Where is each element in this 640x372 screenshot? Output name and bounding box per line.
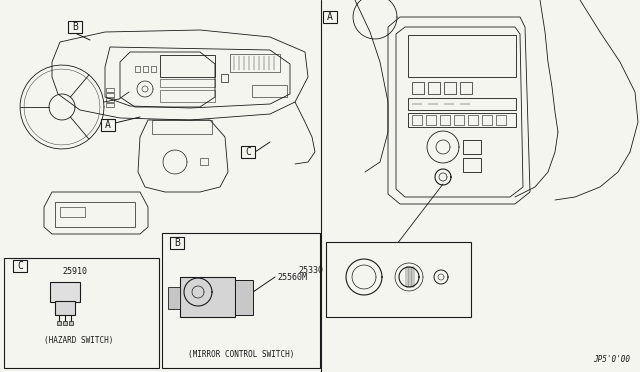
Text: 25910: 25910	[63, 267, 88, 276]
Bar	[152, 120, 212, 134]
Bar	[463, 158, 481, 172]
Text: (HAZARD SWITCH): (HAZARD SWITCH)	[44, 336, 114, 344]
Text: B: B	[72, 22, 78, 32]
Bar	[160, 79, 215, 87]
Bar	[151, 66, 156, 72]
Bar	[170, 237, 184, 249]
Bar	[221, 74, 228, 82]
Bar	[200, 158, 208, 165]
Text: 25330: 25330	[298, 266, 323, 275]
Bar	[323, 11, 337, 23]
Bar	[4, 258, 159, 368]
Text: C: C	[17, 261, 23, 271]
Bar	[482, 115, 492, 125]
Bar	[496, 115, 506, 125]
Bar	[143, 66, 148, 72]
Text: 25560M: 25560M	[277, 273, 307, 282]
Bar	[101, 119, 115, 131]
Text: C: C	[245, 147, 251, 157]
Bar	[412, 82, 424, 94]
Text: B: B	[174, 238, 180, 248]
Bar	[106, 88, 114, 92]
Bar	[428, 82, 440, 94]
Bar	[454, 115, 464, 125]
Bar	[230, 54, 280, 72]
Text: (CIGARETTE LIGHTER): (CIGARETTE LIGHTER)	[349, 302, 437, 311]
Bar	[241, 146, 255, 158]
Bar	[106, 103, 114, 107]
Bar	[57, 321, 61, 325]
Bar	[13, 260, 27, 272]
Bar	[63, 321, 67, 325]
Bar	[408, 98, 516, 110]
Text: 25339: 25339	[404, 246, 429, 255]
Bar	[50, 282, 80, 302]
Bar	[326, 242, 471, 317]
Bar	[408, 113, 516, 127]
Bar	[440, 115, 450, 125]
Bar	[55, 202, 135, 227]
Bar	[180, 277, 235, 317]
Bar	[412, 267, 414, 287]
Bar	[409, 267, 411, 287]
Bar	[444, 82, 456, 94]
Bar	[55, 301, 75, 315]
Bar	[463, 140, 481, 154]
Bar	[69, 321, 73, 325]
Bar	[426, 115, 436, 125]
Text: 25330A: 25330A	[389, 294, 419, 303]
Bar	[408, 35, 516, 77]
Bar	[160, 55, 215, 77]
Text: A: A	[327, 12, 333, 22]
Bar	[460, 82, 472, 94]
Bar	[168, 287, 180, 309]
Bar	[106, 98, 114, 102]
Bar	[106, 93, 114, 97]
Bar	[162, 233, 320, 368]
Bar	[160, 90, 215, 102]
Text: A: A	[105, 120, 111, 130]
Bar	[412, 115, 422, 125]
Bar	[235, 280, 253, 315]
Bar	[406, 267, 408, 287]
Bar	[68, 21, 82, 33]
Text: (MIRROR CONTROL SWITCH): (MIRROR CONTROL SWITCH)	[188, 350, 294, 359]
Bar	[60, 207, 85, 217]
Bar	[252, 85, 287, 97]
Text: JP5'0'00: JP5'0'00	[593, 355, 630, 364]
Bar	[135, 66, 140, 72]
Bar	[468, 115, 478, 125]
